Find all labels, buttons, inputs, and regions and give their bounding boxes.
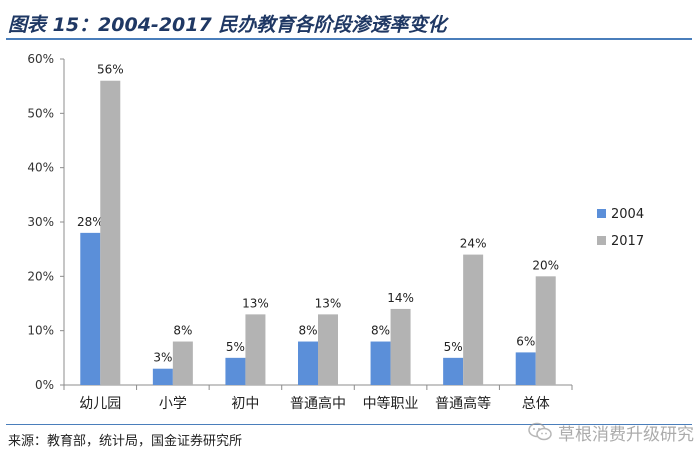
y-tick-label: 10%	[27, 324, 54, 338]
data-label-2004: 8%	[371, 324, 390, 338]
data-label-2017: 20%	[532, 258, 559, 272]
bar-2017	[535, 276, 556, 385]
chart-title: 图表 15：2004-2017 民办教育各阶段渗透率变化	[8, 14, 447, 36]
y-tick-label: 20%	[27, 269, 54, 283]
y-tick-label: 50%	[27, 106, 54, 120]
x-tick-label: 总体	[522, 396, 550, 412]
watermark-text: 草根消费升级研究	[558, 424, 694, 445]
data-label-2004: 5%	[226, 340, 245, 354]
bar-2004	[298, 341, 318, 385]
x-tick-label: 小学	[159, 396, 187, 412]
data-label-2004: 28%	[77, 215, 104, 229]
data-label-2017: 56%	[97, 63, 124, 77]
data-label-2017: 8%	[173, 324, 192, 338]
legend-swatch-2017	[597, 236, 606, 245]
x-tick-label: 普通高等	[435, 395, 491, 412]
bar-2004	[443, 357, 464, 385]
bar-2004	[370, 341, 391, 385]
bar-2004	[80, 232, 101, 385]
bar-2004	[152, 368, 173, 385]
source-note: 来源：教育部，统计局，国金证券研究所	[8, 434, 243, 449]
bar-2017	[100, 80, 121, 385]
bar-chart: 0% 10% 20% 30% 40% 50% 60% 幼儿园 小学 初中 普通高中 中等职业 普通高等 总…	[27, 52, 644, 412]
watermark: 草根消费升级研究	[528, 420, 694, 445]
wechat-icon	[528, 422, 552, 441]
y-tick-label: 0%	[35, 378, 54, 392]
bar-2017	[318, 314, 338, 385]
footer-divider	[6, 424, 692, 425]
x-tick-label: 中等职业	[363, 395, 419, 412]
data-label-2017: 24%	[460, 237, 487, 251]
title-divider	[6, 38, 692, 40]
bar-2004	[225, 357, 246, 385]
legend-label-2017: 2017	[611, 234, 644, 249]
data-label-2004: 6%	[516, 334, 535, 348]
bar-2017	[245, 314, 266, 385]
y-tick-label: 60%	[27, 52, 54, 66]
data-label-2004: 5%	[444, 340, 463, 354]
y-tick-label: 40%	[27, 161, 54, 175]
legend-label-2004: 2004	[611, 207, 644, 222]
data-label-2004: 3%	[153, 351, 172, 365]
y-tick-label: 30%	[27, 215, 54, 229]
data-label-2017: 13%	[242, 296, 269, 310]
x-tick-label: 初中	[231, 395, 259, 412]
bar-2017	[390, 308, 411, 385]
legend-swatch-2004	[597, 209, 606, 218]
title-bar: 图表 15：2004-2017 民办教育各阶段渗透率变化	[6, 6, 692, 40]
data-label-2017: 14%	[387, 291, 414, 305]
x-tick-label: 普通高中	[290, 395, 346, 412]
bar-2017	[463, 254, 484, 385]
bar-2017	[172, 341, 193, 385]
bar-2004	[515, 352, 536, 385]
x-tick-label: 幼儿园	[79, 396, 121, 412]
data-label-2004: 8%	[298, 324, 317, 338]
data-label-2017: 13%	[315, 296, 342, 310]
